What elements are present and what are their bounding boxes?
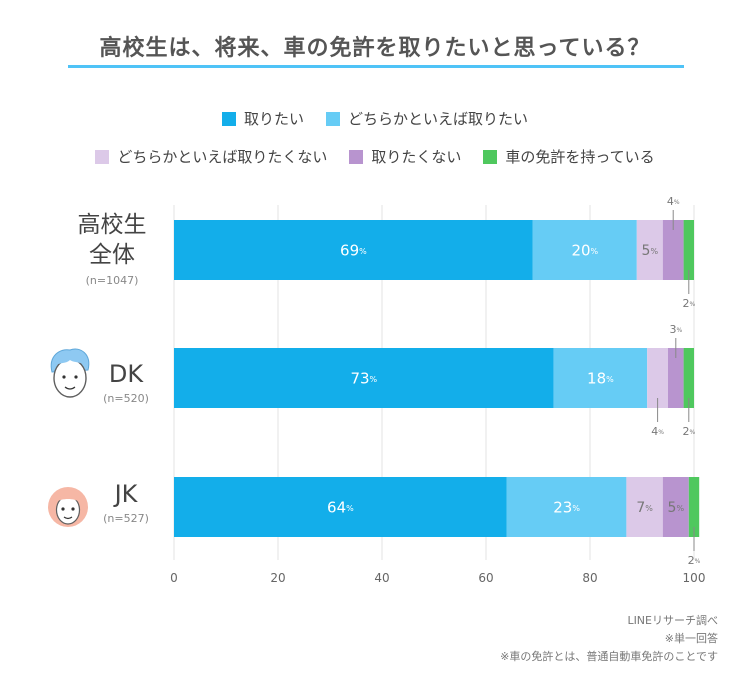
- legend-row-2: どちらかといえば取りたくない 取りたくない 車の免許を持っている: [0, 146, 750, 167]
- title-underline: [68, 65, 684, 68]
- data-label-all-want: 69%: [340, 242, 367, 260]
- x-tick-label: 40: [374, 571, 389, 585]
- bar-segment-jk-want: [174, 477, 507, 537]
- girl-face-icon: [48, 487, 88, 527]
- data-label-all-somewhat-want: 20%: [571, 242, 598, 260]
- chart-bars: [174, 220, 700, 537]
- data-label-jk-somewhat-want: 23%: [553, 499, 580, 517]
- legend-item-want: 取りたい: [221, 108, 304, 129]
- legend-label-have-license: 車の免許を持っている: [505, 148, 655, 166]
- legend-swatch-somewhat-want: [326, 111, 340, 126]
- legend-item-somewhat-want: どちらかといえば取りたい: [326, 108, 528, 129]
- data-label-dk-not-want: 3%: [669, 323, 682, 336]
- legend-label-somewhat-want: どちらかといえば取りたい: [348, 110, 529, 128]
- data-label-dk-have-license: 2%: [682, 425, 695, 438]
- legend-item-not-want: 取りたくない: [349, 146, 461, 167]
- footnote-single-answer: ※単一回答: [664, 632, 718, 645]
- chart-x-ticks: 0 20 40 60 80 100: [170, 571, 705, 585]
- bar-segment-all-somewhat-want: [532, 220, 637, 280]
- group-label-dk: DK: [109, 360, 144, 388]
- legend-label-not-want: 取りたくない: [371, 148, 462, 166]
- legend-swatch-want: [221, 111, 236, 126]
- data-label-jk-have-license: 2%: [688, 554, 701, 567]
- legend-swatch-not-want: [349, 149, 364, 164]
- legend-label-somewhat-not: どちらかといえば取りたくない: [117, 148, 328, 166]
- bar-segment-jk-somewhat-want: [506, 477, 627, 537]
- data-label-all-not-want: 4%: [667, 195, 680, 208]
- bar-segment-dk-have-license: [683, 348, 694, 408]
- legend-row-1: 取りたい どちらかといえば取りたい: [0, 108, 750, 129]
- bar-segment-all-not-want: [662, 220, 684, 280]
- boy-face-icon: [50, 348, 90, 398]
- data-label-all-have-license: 2%: [682, 297, 695, 310]
- legend-swatch-somewhat-not: [95, 149, 110, 164]
- data-label-dk-somewhat-want: 18%: [587, 370, 614, 388]
- footnote-license-note: ※車の免許とは、普通自動車免許のことです: [500, 650, 718, 663]
- group-label-all-line2: 全体: [89, 242, 135, 268]
- bar-segment-dk-want: [174, 348, 554, 408]
- bar-segment-all-have-license: [683, 220, 694, 280]
- legend-item-somewhat-not: どちらかといえば取りたくない: [95, 146, 327, 167]
- bar-segment-all-want: [174, 220, 533, 280]
- group-n-dk: (n=520): [103, 392, 149, 405]
- x-tick-label: 20: [270, 571, 285, 585]
- bar-segment-dk-somewhat-not: [647, 348, 668, 408]
- x-tick-label: 0: [170, 571, 178, 585]
- data-label-all-somewhat-not: 5%: [642, 243, 659, 259]
- data-label-dk-somewhat-not: 4%: [651, 425, 664, 438]
- group-label-all-line1: 高校生: [78, 212, 147, 238]
- x-tick-label: 100: [683, 571, 706, 585]
- bar-segment-jk-not-want: [662, 477, 689, 537]
- bar-segment-jk-somewhat-not: [626, 477, 663, 537]
- group-n-all: (n=1047): [86, 274, 139, 287]
- group-label-jk: JK: [113, 480, 139, 508]
- bar-segment-all-somewhat-not: [636, 220, 663, 280]
- legend-label-want: 取りたい: [243, 110, 304, 128]
- legend-item-have-license: 車の免許を持っている: [483, 146, 655, 167]
- data-label-jk-somewhat-not: 7%: [636, 500, 653, 516]
- data-label-jk-not-want: 5%: [668, 500, 685, 516]
- x-tick-label: 60: [478, 571, 493, 585]
- footnote-source: LINEリサーチ調べ: [627, 614, 718, 627]
- group-n-jk: (n=527): [103, 512, 149, 525]
- legend-swatch-have-license: [483, 149, 498, 164]
- data-label-dk-want: 73%: [350, 370, 377, 388]
- bar-segment-jk-have-license: [688, 477, 700, 537]
- x-tick-label: 80: [582, 571, 597, 585]
- bar-segment-dk-somewhat-want: [553, 348, 648, 408]
- chart-data-labels: 69% 20% 5%4%2%73% 18%4%3%2%64% 23% 7% 5%2%: [327, 195, 701, 567]
- chart-title: 高校生は、将来、車の免許を取りたいと思っている？: [99, 36, 651, 61]
- bar-segment-dk-not-want: [668, 348, 684, 408]
- data-label-jk-want: 64%: [327, 499, 354, 517]
